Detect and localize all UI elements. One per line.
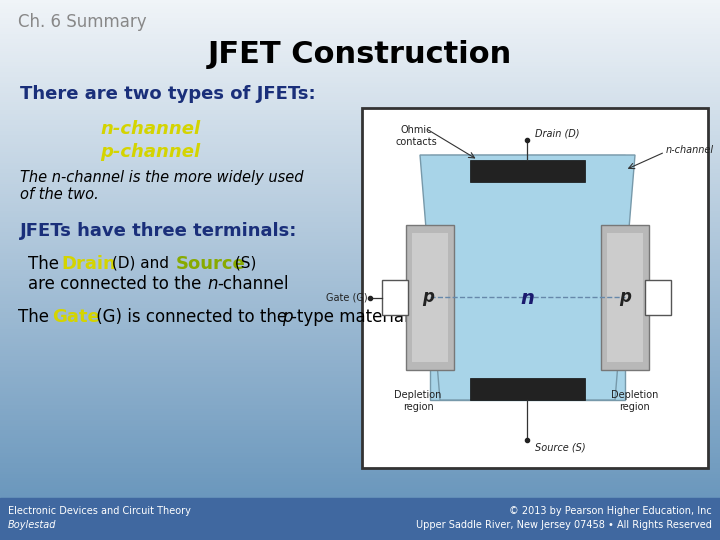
Text: Ch. 6 Summary: Ch. 6 Summary bbox=[18, 13, 147, 31]
Text: Ohmic
contacts: Ohmic contacts bbox=[395, 125, 437, 146]
Bar bbox=[470, 378, 585, 400]
Text: JFET Construction: JFET Construction bbox=[208, 40, 512, 69]
Text: Electronic Devices and Circuit Theory: Electronic Devices and Circuit Theory bbox=[8, 506, 191, 516]
Text: (D) and: (D) and bbox=[107, 255, 174, 270]
Text: The: The bbox=[18, 308, 54, 326]
Text: There are two types of JFETs:: There are two types of JFETs: bbox=[20, 85, 315, 103]
Text: Depletion
region: Depletion region bbox=[395, 390, 441, 411]
Text: n: n bbox=[520, 288, 534, 307]
Bar bbox=[430, 155, 625, 400]
Bar bbox=[601, 225, 649, 370]
Text: n: n bbox=[207, 275, 217, 293]
Bar bbox=[607, 233, 643, 362]
Text: p-channel: p-channel bbox=[100, 143, 200, 161]
Bar bbox=[406, 225, 454, 370]
Text: © 2013 by Pearson Higher Education, Inc: © 2013 by Pearson Higher Education, Inc bbox=[509, 506, 712, 516]
Bar bbox=[412, 233, 448, 362]
Text: (G) is connected to the: (G) is connected to the bbox=[91, 308, 292, 326]
Text: Depletion
region: Depletion region bbox=[611, 390, 659, 411]
Text: -type material: -type material bbox=[291, 308, 409, 326]
Text: -channel: -channel bbox=[217, 275, 289, 293]
Text: Upper Saddle River, New Jersey 07458 • All Rights Reserved: Upper Saddle River, New Jersey 07458 • A… bbox=[416, 520, 712, 530]
Polygon shape bbox=[420, 155, 635, 400]
Bar bbox=[645, 280, 671, 315]
Text: Drain: Drain bbox=[61, 255, 116, 273]
Text: n-channel: n-channel bbox=[100, 120, 200, 138]
Text: Source (S): Source (S) bbox=[535, 442, 585, 452]
Text: The n-channel is the more widely used: The n-channel is the more widely used bbox=[20, 170, 304, 185]
Bar bbox=[470, 160, 585, 182]
Text: JFETs have three terminals:: JFETs have three terminals: bbox=[20, 222, 297, 240]
Text: p: p bbox=[422, 288, 434, 306]
Text: p: p bbox=[619, 288, 631, 306]
Text: Boylestad: Boylestad bbox=[8, 520, 56, 530]
Text: of the two.: of the two. bbox=[20, 187, 99, 202]
Text: (S): (S) bbox=[230, 255, 256, 270]
Text: Gate (G): Gate (G) bbox=[326, 293, 368, 303]
Bar bbox=[0, 498, 720, 540]
Text: p: p bbox=[282, 308, 292, 326]
Bar bbox=[382, 280, 408, 315]
Bar bbox=[362, 108, 708, 468]
Text: are connected to the: are connected to the bbox=[28, 275, 207, 293]
Text: Drain (D): Drain (D) bbox=[535, 128, 580, 138]
Text: Source: Source bbox=[176, 255, 246, 273]
Text: n-channel: n-channel bbox=[666, 145, 714, 155]
Text: Gate: Gate bbox=[52, 308, 100, 326]
Text: The: The bbox=[28, 255, 64, 273]
